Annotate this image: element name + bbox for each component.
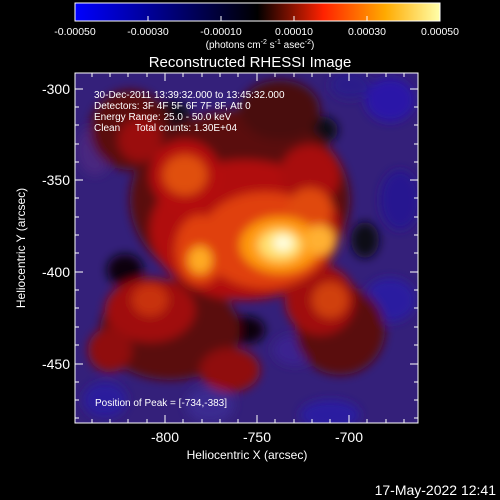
timestamp: 17-May-2022 12:41: [375, 482, 497, 498]
peak-position-label: Position of Peak = [-734,-383]: [95, 398, 227, 409]
plot-title: Reconstructed RHESSI Image: [149, 54, 352, 71]
rhessi-image: 30-Dec-2011 13:39:32.000 to 13:45:32.000…: [75, 73, 418, 423]
axis-ticks: [75, 73, 418, 423]
colorbar-tick-label: 0.00050: [421, 26, 459, 38]
y-axis-label: Heliocentric Y (arcsec): [14, 188, 28, 308]
x-tick-label: -750: [243, 429, 271, 445]
colorbar-tick-label: 0.00030: [348, 26, 386, 38]
plot-frame: [74, 72, 419, 424]
info-total-counts: Total counts: 1.30E+04: [135, 123, 237, 134]
info-detectors: Detectors: 3F 4F 5F 6F 7F 8F, Att 0: [94, 101, 251, 112]
y-tick-label: -450: [42, 356, 70, 372]
info-energy-range: Energy Range: 25.0 - 50.0 keV: [94, 112, 232, 123]
y-tick-label: -300: [42, 81, 70, 97]
colorbar-tick-label: -0.00050: [54, 26, 96, 38]
info-method: Clean: [94, 123, 120, 134]
colorbar-ticks: [74, 16, 441, 21]
colorbar-tick-label: 0.00010: [275, 26, 313, 38]
x-tick-label: -800: [151, 429, 179, 445]
colorbar: [74, 2, 441, 22]
y-tick-label: -400: [42, 264, 70, 280]
x-axis-label: Heliocentric X (arcsec): [187, 448, 308, 462]
colorbar-tick-label: -0.00010: [200, 26, 242, 38]
colorbar-units: (photons cm-2 s-1 asec-2): [206, 39, 315, 51]
colorbar-tick-label: -0.00030: [127, 26, 169, 38]
y-tick-label: -350: [42, 172, 70, 188]
x-tick-label: -700: [335, 429, 363, 445]
info-time-range: 30-Dec-2011 13:39:32.000 to 13:45:32.000: [94, 90, 285, 101]
